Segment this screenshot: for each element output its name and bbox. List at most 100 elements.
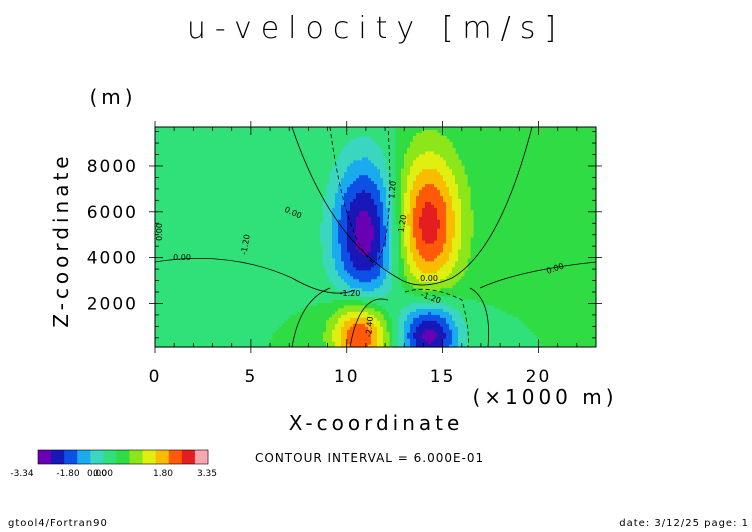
contour-cell	[374, 299, 378, 304]
contour-cell	[212, 257, 216, 262]
contour-cell	[395, 251, 399, 256]
contour-cell	[356, 201, 360, 205]
contour-cell	[482, 335, 486, 339]
contour-cell	[455, 210, 459, 214]
contour-cell	[332, 245, 336, 250]
contour-cell	[335, 204, 339, 208]
contour-cell	[521, 341, 525, 345]
contour-cell	[332, 287, 336, 292]
contour-cell	[365, 329, 369, 333]
contour-cell	[266, 320, 270, 324]
contour-cell	[278, 275, 282, 280]
contour-cell	[236, 248, 240, 253]
contour-cell	[407, 257, 411, 262]
contour-cell	[179, 207, 183, 211]
contour-cell	[179, 320, 183, 324]
contour-cell	[218, 231, 222, 235]
contour-cell	[458, 263, 462, 268]
contour-cell	[263, 323, 267, 327]
contour-cell	[170, 284, 174, 289]
contour-cell	[347, 242, 351, 247]
contour-cell	[389, 234, 393, 238]
contour-cell	[359, 201, 363, 205]
contour-cell	[161, 213, 165, 217]
contour-cell	[155, 222, 159, 226]
contour-cell	[191, 213, 195, 217]
contour-cell	[164, 299, 168, 304]
contour-cell	[338, 287, 342, 292]
contour-cell	[275, 257, 279, 262]
contour-cell	[449, 275, 453, 280]
contour-cell	[398, 335, 402, 339]
contour-cell	[377, 293, 381, 298]
contour-cell	[170, 251, 174, 256]
contour-cell	[416, 326, 420, 330]
contour-cell	[248, 314, 252, 318]
contour-cell	[215, 228, 219, 232]
contour-cell	[461, 260, 465, 265]
contour-cell	[350, 293, 354, 298]
contour-cell	[413, 210, 417, 214]
contour-cell	[389, 269, 393, 274]
contour-cell	[479, 332, 483, 336]
contour-cell	[203, 338, 207, 342]
contour-cell	[227, 284, 231, 289]
contour-cell	[311, 231, 315, 235]
contour-cell	[209, 222, 213, 226]
contour-cell	[197, 216, 201, 220]
contour-cell	[368, 242, 372, 247]
contour-cell	[311, 248, 315, 253]
contour-cell	[245, 210, 249, 214]
contour-cell	[218, 314, 222, 318]
contour-cell	[458, 329, 462, 333]
contour-cell	[434, 234, 438, 238]
contour-cell	[401, 201, 405, 205]
contour-cell	[518, 323, 522, 327]
contour-cell	[242, 278, 246, 283]
contour-cell	[413, 323, 417, 327]
contour-cell	[356, 293, 360, 298]
contour-cell	[281, 305, 285, 309]
contour-cell	[338, 257, 342, 262]
contour-cell	[155, 213, 159, 217]
contour-cell	[512, 341, 516, 345]
contour-cell	[197, 317, 201, 321]
contour-cell	[236, 269, 240, 274]
contour-cell	[326, 323, 330, 327]
contour-cell	[395, 323, 399, 327]
contour-cell	[158, 311, 162, 315]
contour-cell	[461, 234, 465, 238]
contour-cell	[347, 237, 351, 241]
contour-cell	[242, 275, 246, 280]
contour-cell	[341, 344, 345, 348]
contour-cell	[497, 317, 501, 321]
contour-cell	[323, 269, 327, 274]
contour-cell	[326, 225, 330, 229]
contour-cell	[200, 314, 204, 318]
contour-cell	[275, 222, 279, 226]
contour-cell	[248, 275, 252, 280]
contour-cell	[155, 263, 159, 268]
contour-cell	[458, 222, 462, 226]
contour-cell	[167, 266, 171, 271]
contour-cell	[206, 225, 210, 229]
contour-cell	[389, 308, 393, 312]
contour-cell	[452, 260, 456, 265]
contour-cell	[311, 204, 315, 208]
contour-cell	[368, 263, 372, 268]
contour-cell	[416, 219, 420, 223]
contour-cell	[335, 242, 339, 247]
contour-cell	[461, 263, 465, 268]
contour-cell	[212, 222, 216, 226]
contour-cell	[449, 341, 453, 345]
contour-cell	[320, 225, 324, 229]
contour-cell	[374, 329, 378, 333]
contour-cell	[170, 248, 174, 253]
contour-cell	[455, 245, 459, 250]
contour-cell	[185, 204, 189, 208]
contour-cell	[176, 272, 180, 277]
contour-cell	[320, 284, 324, 289]
contour-cell	[410, 278, 414, 283]
contour-cell	[212, 284, 216, 289]
contour-cell	[434, 251, 438, 256]
